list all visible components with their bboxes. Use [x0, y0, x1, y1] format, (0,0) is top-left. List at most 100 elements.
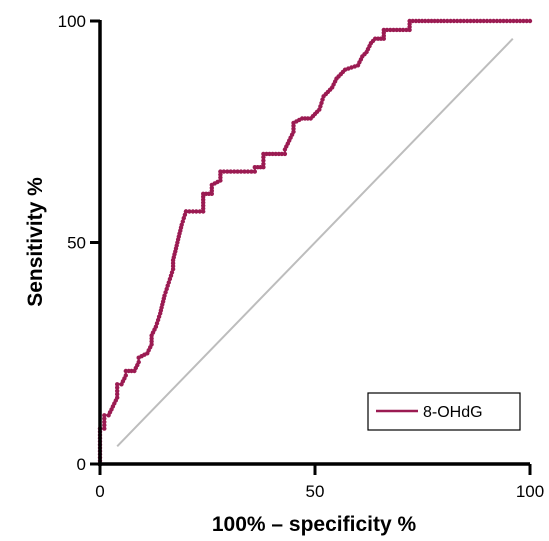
data-point — [498, 18, 503, 24]
data-point — [413, 18, 419, 24]
data-point — [228, 169, 233, 174]
x-tick-label: 0 — [95, 482, 104, 501]
data-point — [426, 18, 431, 24]
data-point — [318, 104, 323, 109]
data-point — [488, 18, 493, 24]
x-ticks: 0 50 100 — [95, 464, 544, 501]
data-point — [156, 314, 162, 319]
data-point — [501, 18, 506, 24]
data-point — [155, 317, 161, 323]
data-point — [273, 151, 278, 157]
data-point — [261, 165, 266, 170]
data-point — [194, 209, 199, 214]
data-point — [391, 27, 396, 33]
data-point — [416, 18, 422, 24]
data-point — [410, 18, 415, 24]
data-point — [448, 18, 453, 24]
data-point — [261, 158, 266, 163]
data-point — [261, 161, 266, 167]
data-point — [419, 18, 425, 24]
data-point — [261, 155, 266, 160]
data-point — [183, 209, 189, 214]
data-point — [514, 18, 519, 24]
data-point — [432, 18, 437, 24]
data-point — [232, 169, 237, 174]
data-point — [180, 219, 185, 224]
data-point — [494, 18, 500, 24]
reference-diagonal-line — [116, 38, 514, 447]
data-point — [187, 209, 192, 214]
data-point — [320, 97, 325, 102]
data-point — [168, 273, 174, 278]
data-point — [102, 419, 107, 425]
legend-label: 8-OHdG — [423, 404, 483, 421]
x-tick-label: 100 — [516, 482, 544, 501]
data-point — [445, 18, 450, 24]
data-point — [182, 212, 188, 217]
data-point — [123, 373, 128, 378]
data-point — [349, 65, 354, 70]
data-point — [242, 169, 247, 174]
data-point — [317, 107, 322, 112]
data-point — [508, 18, 513, 24]
data-point — [279, 151, 284, 157]
y-axis-title: Sensitivity % — [24, 177, 47, 307]
data-point — [517, 18, 523, 24]
data-point — [429, 18, 434, 24]
data-point — [249, 169, 254, 174]
data-point — [394, 27, 399, 33]
data-point — [102, 426, 107, 431]
data-point — [164, 286, 169, 292]
data-point — [384, 27, 390, 33]
data-point — [115, 388, 120, 394]
data-point — [282, 151, 288, 157]
data-point — [267, 151, 272, 157]
data-point — [115, 385, 120, 390]
data-point — [438, 18, 444, 24]
data-point — [481, 18, 486, 24]
data-point — [484, 18, 490, 24]
data-point — [521, 18, 526, 24]
data-point — [524, 18, 529, 24]
x-tick-label: 50 — [306, 482, 325, 501]
legend: 8-OHdG — [367, 392, 521, 431]
data-point — [491, 18, 496, 24]
data-point — [102, 423, 107, 428]
data-point — [179, 222, 184, 227]
x-axis-title: 100% – specificity % — [212, 513, 417, 536]
data-point — [527, 18, 533, 24]
data-point — [136, 359, 141, 365]
data-point — [471, 18, 476, 24]
data-point — [165, 283, 170, 288]
data-point — [221, 169, 226, 174]
y-tick-label: 0 — [77, 455, 86, 474]
data-point — [270, 151, 275, 157]
data-point — [225, 169, 230, 174]
data-point — [261, 151, 266, 157]
data-point — [461, 18, 466, 24]
data-point — [115, 382, 120, 387]
data-point — [190, 209, 196, 214]
data-point — [407, 18, 412, 24]
data-point — [458, 18, 463, 24]
data-point — [102, 413, 107, 418]
data-point — [504, 18, 509, 24]
data-point — [252, 169, 257, 174]
data-point — [319, 100, 324, 106]
data-point — [381, 27, 386, 33]
data-point — [435, 18, 440, 24]
series-8-ohdg — [97, 18, 533, 467]
data-point — [388, 27, 393, 33]
y-tick-label: 100 — [58, 12, 86, 31]
data-point — [441, 18, 447, 24]
data-point — [478, 18, 483, 24]
data-point — [423, 18, 428, 24]
data-point — [397, 27, 403, 33]
data-point — [162, 293, 167, 298]
data-point — [166, 280, 171, 285]
data-point — [245, 169, 251, 174]
y-ticks: 0 50 100 — [58, 12, 100, 474]
data-point — [115, 395, 120, 400]
data-point — [400, 27, 406, 33]
